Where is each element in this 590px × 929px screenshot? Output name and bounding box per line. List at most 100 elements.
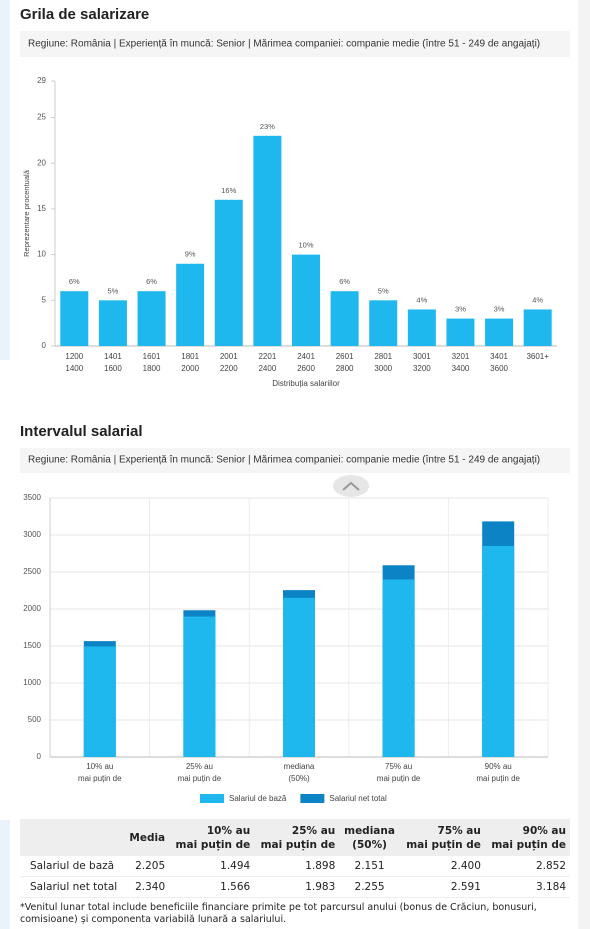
side-strip: [0, 820, 10, 929]
header-text: (50%): [352, 838, 387, 851]
filters: Regiune: România | Experiență în muncă: …: [28, 39, 540, 50]
bar: [176, 263, 205, 346]
filters: Regiune: România | Experiență în muncă: …: [28, 455, 540, 466]
bar: [485, 318, 514, 346]
value-label: 3%: [494, 305, 505, 314]
table-row: Salariul net total 2.340 1.566 1.983 2.255 2.…: [20, 876, 570, 898]
legend-label: Salariul net total: [329, 794, 387, 803]
table-cell: 2.205: [124, 856, 170, 877]
table-cell: 3.184: [484, 876, 570, 898]
footnote: *Venitul lunar total include beneficiile…: [20, 902, 537, 925]
value-label: 6%: [339, 277, 350, 286]
bar: [407, 309, 436, 346]
x-tick-label: 3600: [490, 364, 508, 373]
x-tick-label: 2001: [220, 352, 238, 361]
table-body: Salariul de bază 2.205 1.494 1.898 2.151 2.40…: [20, 856, 570, 898]
header-row: Media 10% au mai puțin de 25% au mai puțin…: [20, 819, 570, 856]
y-tick-label: 25: [37, 113, 46, 122]
header-cell: mediana (50%): [339, 819, 400, 856]
y-tick-label: 1500: [23, 641, 41, 650]
x-tick-label: 2801: [374, 352, 392, 361]
bar: [183, 616, 216, 757]
header-text: mai puțin de: [406, 838, 481, 851]
header-text: 90% au: [522, 824, 566, 837]
x-tick-label: 75% au: [385, 762, 412, 771]
x-tick-label: 2601: [336, 352, 354, 361]
button-bg: [333, 475, 369, 497]
table-cell: 2.852: [484, 856, 570, 877]
table-cell: 1.898: [254, 856, 340, 877]
table-cell: 2.591: [399, 876, 485, 898]
table-cell: Salariul de bază: [20, 856, 125, 877]
y-tick-label: 2500: [23, 567, 41, 576]
header-text: mai puțin de: [175, 838, 251, 851]
x-tick-label: 3601+: [526, 352, 549, 361]
bar: [98, 300, 127, 346]
collapse-button[interactable]: [333, 475, 369, 497]
x-tick-label: 1401: [104, 352, 122, 361]
x-tick-label: 1200: [65, 352, 83, 361]
x-tick-label: 3200: [413, 364, 431, 373]
table-row: Salariul de bază 2.205 1.494 1.898 2.151 2.40…: [20, 856, 570, 877]
x-tick-label: 3400: [452, 364, 470, 373]
x-tick-label: mai puțin de: [377, 774, 421, 783]
y-tick-label: 10: [37, 250, 46, 259]
value-label: 4%: [416, 295, 427, 304]
x-tick-label: 2401: [297, 352, 315, 361]
header-cell: Media: [124, 819, 170, 856]
value-label: 3%: [455, 305, 466, 314]
table-cell: 2.151: [339, 856, 400, 877]
x-tick-label: 3000: [374, 364, 392, 373]
bar: [292, 254, 320, 346]
y-tick-label: 3500: [23, 493, 41, 502]
y-tick-label: 2000: [23, 604, 41, 613]
section-title: Intervalul salarial: [20, 423, 143, 440]
x-tick-label: 2600: [297, 364, 315, 373]
bar: [446, 318, 475, 346]
legend-swatch: [300, 794, 325, 803]
x-tick-label: mediana: [284, 762, 315, 771]
x-tick-label: 2200: [220, 364, 238, 373]
header-cell: 90% au mai puțin de: [484, 819, 570, 856]
value-label: 10%: [298, 241, 313, 250]
table-cell: 1.494: [169, 856, 255, 877]
x-tick-label: 90% au: [485, 762, 512, 771]
y-tick-label: 3000: [23, 530, 41, 539]
x-tick-label: 25% au: [186, 762, 213, 771]
bar: [382, 579, 415, 757]
bar: [482, 545, 515, 757]
y-tick-label: 0: [42, 341, 47, 350]
x-tick-label: 1801: [181, 352, 199, 361]
header-cell: 25% au mai puțin de: [254, 819, 340, 856]
x-axis-label: Distribuția salariilor: [272, 379, 340, 388]
header-cell: [20, 819, 125, 856]
header-text: 25% au: [291, 824, 336, 837]
y-tick-label: 15: [37, 204, 46, 213]
value-label: 4%: [532, 295, 543, 304]
table-cell: 2.255: [339, 876, 400, 898]
bar: [369, 300, 398, 346]
header-text: 75% au: [437, 824, 481, 837]
bar: [83, 646, 116, 757]
section-title: Grila de salarizare: [20, 6, 149, 23]
bar: [60, 291, 89, 346]
y-axis-label: Reprezentare procentuală: [22, 169, 31, 257]
y-tick-label: 500: [28, 715, 42, 724]
value-label: 23%: [260, 122, 275, 131]
table-cell: 1.983: [254, 876, 340, 898]
value-label: 6%: [69, 277, 80, 286]
bar: [253, 135, 282, 346]
x-tick-label: 2201: [258, 352, 276, 361]
table-cell: Salariul net total: [20, 876, 125, 898]
chevron: [342, 481, 360, 491]
x-tick-label: 1800: [143, 364, 161, 373]
x-tick-label: 3401: [490, 352, 508, 361]
x-tick-label: mai puțin de: [476, 774, 520, 783]
header-text: 10% au: [206, 824, 251, 837]
x-tick-label: mai puțin de: [178, 774, 222, 783]
x-tick-label: 2000: [181, 364, 199, 373]
x-tick-label: 2400: [258, 364, 276, 373]
side-strip: [0, 0, 10, 360]
